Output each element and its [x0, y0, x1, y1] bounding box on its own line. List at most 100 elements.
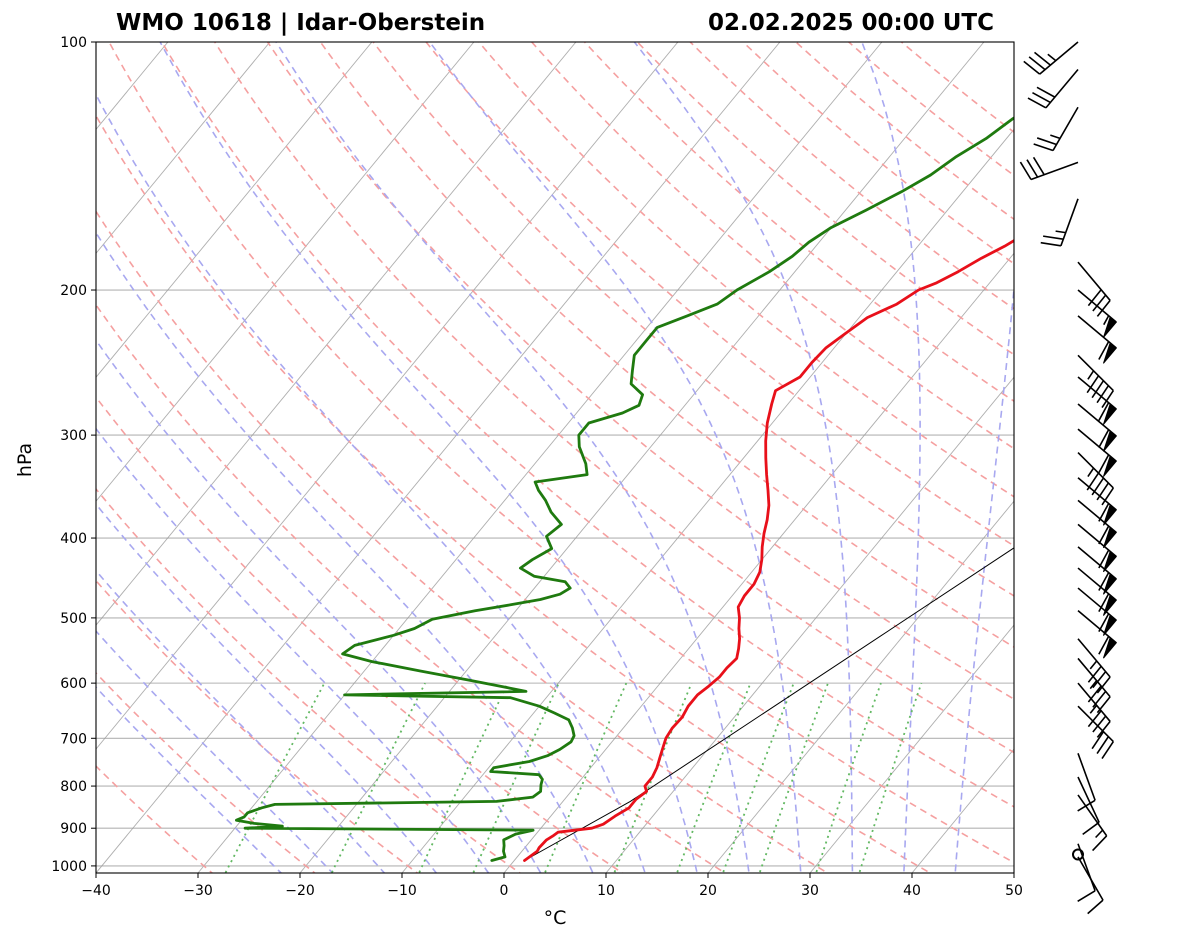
dry-adiabat [96, 114, 932, 873]
moist-adiabat [429, 42, 802, 873]
y-tick-label: 900 [60, 821, 87, 837]
dry-adiabat [319, 42, 1014, 648]
chart-title-right: 02.02.2025 00:00 UTC [708, 10, 994, 36]
moist-adiabat-lines [96, 42, 1014, 873]
mixing-ratio-line [815, 682, 882, 873]
moist-adiabat [96, 92, 646, 873]
mixing-ratio-line [858, 682, 923, 873]
wind-barb [1077, 315, 1118, 364]
temperature-profile-line [523, 238, 1014, 862]
isotherm-line [96, 42, 577, 626]
mixing-ratio-lines [224, 682, 923, 873]
dry-adiabat [531, 42, 1014, 450]
moist-adiabat [954, 280, 1014, 873]
wind-barb [1077, 610, 1118, 659]
isotherm-line [96, 42, 271, 255]
dry-adiabat [108, 42, 1014, 864]
wind-barb [1077, 794, 1108, 852]
wind-barb [1077, 567, 1118, 616]
isotherm-line [96, 42, 679, 750]
x-tick-label: 40 [903, 883, 921, 899]
moist-adiabat [159, 42, 698, 873]
dry-adiabat [795, 42, 1014, 221]
plot-frame [95, 41, 1015, 874]
wind-barb [1077, 499, 1118, 549]
dry-adiabat [425, 42, 1014, 547]
isotherm-line [96, 42, 475, 502]
moist-adiabat [96, 502, 438, 873]
wind-barb [1077, 428, 1118, 477]
wind-barb [1072, 848, 1084, 861]
y-tick-label: 1000 [51, 859, 87, 875]
x-tick-label: −20 [285, 883, 315, 899]
x-axis-label: °C [544, 907, 567, 929]
x-tick-label: −30 [183, 883, 213, 899]
plot-area [95, 41, 1015, 874]
isotherm-line [707, 500, 1014, 873]
mixing-ratio-line [224, 682, 326, 873]
moist-adiabat [275, 42, 750, 873]
mixing-ratio-line [722, 682, 795, 873]
x-tick-label: 0 [500, 883, 509, 899]
parcel-path-line [524, 547, 1014, 861]
wind-barb [1077, 705, 1115, 759]
x-tick-label: 10 [597, 883, 615, 899]
wind-barb [1077, 376, 1118, 425]
y-axis-label: hPa [14, 443, 36, 477]
wind-barb [1077, 657, 1111, 714]
isotherm-line [96, 42, 373, 378]
moist-adiabat [633, 42, 854, 873]
y-tick-label: 600 [60, 676, 87, 692]
x-tick-label: 20 [699, 883, 717, 899]
wind-barb [1077, 776, 1100, 836]
wind-barb [1077, 546, 1118, 595]
chart-title-left: WMO 10618 | Idar-Oberstein [116, 10, 485, 36]
mixing-ratio-line [676, 682, 752, 873]
wind-barb [1033, 106, 1079, 152]
y-axis-ticks: 100 200 300 400 500 600 700 800 900 1000 [51, 35, 96, 875]
wind-barb [1077, 843, 1096, 903]
x-axis-ticks: −40 −30 −20 −10 0 10 20 30 40 50 [81, 873, 1023, 899]
wind-barb [1077, 403, 1118, 452]
dry-adiabat [584, 42, 1014, 403]
isotherm-line [503, 252, 1014, 873]
moist-adiabat [96, 629, 334, 873]
y-tick-label: 100 [60, 35, 87, 51]
wind-barb [1027, 69, 1079, 109]
dewpoint-profile-line [235, 116, 1014, 862]
isotherm-line [401, 128, 1014, 873]
isotherm-line [605, 376, 1014, 873]
wind-barb [1077, 682, 1111, 738]
moist-adiabat [96, 427, 490, 873]
isotherm-line [299, 42, 985, 873]
isotherm-line [197, 42, 883, 873]
wind-barb [1023, 41, 1079, 75]
mixing-ratio-line [758, 682, 829, 873]
y-tick-label: 800 [60, 779, 87, 795]
wind-barb [1077, 753, 1096, 812]
x-tick-label: 50 [1005, 883, 1023, 899]
dry-adiabat [96, 487, 522, 873]
mixing-ratio-line [330, 682, 426, 873]
wind-barb [1077, 477, 1118, 526]
parcel-path [524, 547, 1014, 861]
dry-adiabat [742, 42, 1014, 265]
moist-adiabat [96, 569, 386, 873]
moist-adiabat [96, 231, 594, 873]
wind-barb [1019, 156, 1079, 181]
x-tick-label: −40 [81, 883, 111, 899]
sounding-series [235, 116, 1014, 862]
y-tick-label: 400 [60, 531, 87, 547]
y-tick-label: 500 [60, 611, 87, 627]
wind-barb [1040, 198, 1079, 247]
dry-adiabat-lines [96, 42, 1014, 873]
y-tick-label: 300 [60, 428, 87, 444]
x-tick-label: −10 [387, 883, 417, 899]
wind-barb [1077, 587, 1118, 636]
isotherm-line [809, 624, 1014, 873]
dry-adiabat [478, 42, 1014, 498]
wind-barb [1077, 354, 1115, 409]
y-tick-label: 700 [60, 731, 87, 747]
